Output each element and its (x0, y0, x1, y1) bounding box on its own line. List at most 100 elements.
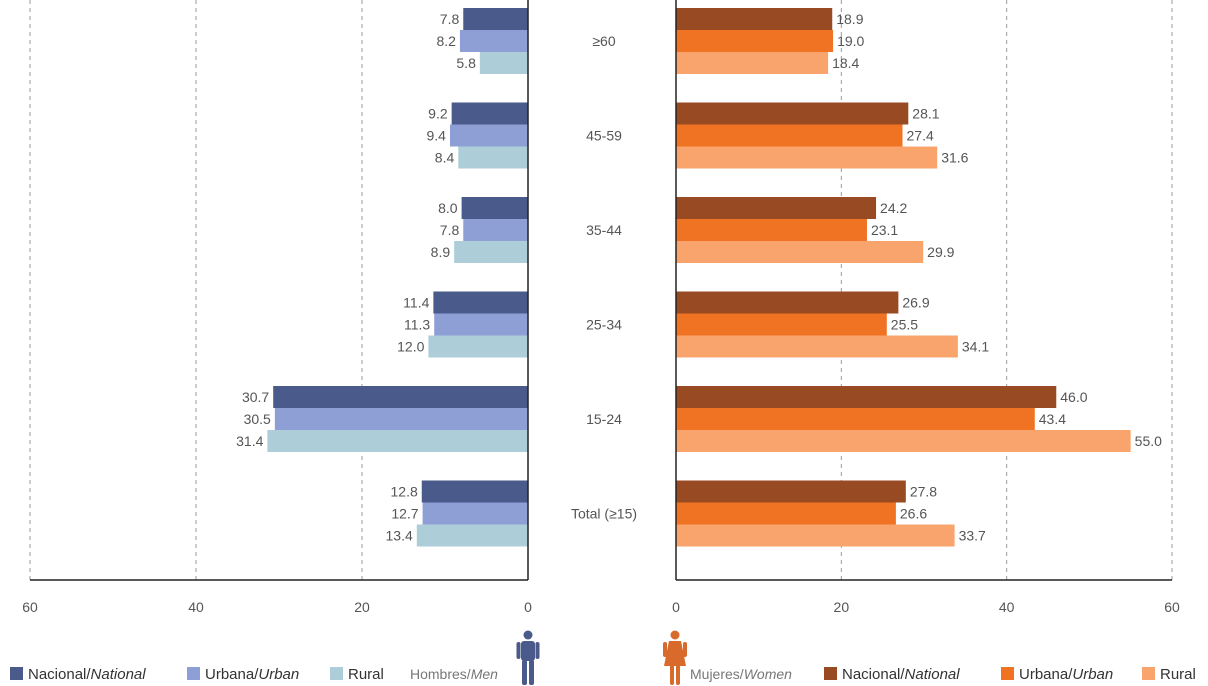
bar (676, 525, 955, 547)
bar (267, 430, 528, 452)
bar (417, 525, 528, 547)
data-label: 18.4 (832, 55, 859, 71)
data-label: 24.2 (880, 200, 907, 216)
man-icon (515, 630, 541, 686)
bar (676, 336, 958, 358)
bar (676, 52, 828, 74)
tick-label: 20 (354, 599, 370, 615)
data-label: 13.4 (386, 528, 413, 544)
bar (676, 125, 903, 147)
data-label: 55.0 (1135, 433, 1162, 449)
population-bar-chart: 7.8 9.2 8.0 11.4 30.7 12.8 8.2 9.4 7.8 11.3 30.5 12… (0, 0, 1208, 660)
bar (676, 292, 898, 314)
bar (676, 147, 937, 169)
data-label: 43.4 (1039, 411, 1066, 427)
tick-label: 40 (999, 599, 1015, 615)
data-label: 5.8 (456, 55, 476, 71)
bar (676, 503, 896, 525)
bar (275, 408, 528, 430)
data-label: 8.9 (431, 244, 451, 260)
bar (458, 147, 528, 169)
data-label: 11.4 (403, 295, 429, 311)
legend-label: Nacional/ (28, 666, 91, 683)
bar (676, 30, 833, 52)
legend-label-italic: National (905, 666, 960, 683)
women-label: Mujeres/Women (690, 666, 792, 682)
bar (452, 103, 528, 125)
data-label: 18.9 (836, 11, 863, 27)
legend-label: Rural (1160, 666, 1196, 683)
bar (450, 125, 528, 147)
men-label-italic: Men (471, 666, 498, 682)
legend: Nacional/National Urbana/Urban Rural Nac… (0, 664, 1208, 686)
women-label-text: Mujeres/ (690, 666, 744, 682)
legend-label-italic: National (91, 666, 146, 683)
women-label-italic: Women (744, 666, 792, 682)
data-label: 31.4 (236, 433, 263, 449)
tick-label: 40 (188, 599, 204, 615)
data-label: 30.7 (242, 389, 269, 405)
bar (480, 52, 528, 74)
category-label: 35-44 (586, 222, 622, 238)
bar (676, 386, 1056, 408)
bar (676, 103, 908, 125)
bar (273, 386, 528, 408)
data-label: 31.6 (941, 150, 968, 166)
data-label: 9.2 (428, 106, 448, 122)
category-label: ≥60 (592, 33, 615, 49)
bar (454, 241, 528, 263)
bar (676, 8, 832, 30)
bar (676, 241, 923, 263)
data-label: 34.1 (962, 339, 989, 355)
legend-swatch (1142, 667, 1155, 680)
data-label: 30.5 (244, 411, 271, 427)
legend-swatch (187, 667, 200, 680)
bar (460, 30, 528, 52)
tick-label: 20 (834, 599, 850, 615)
data-label: 27.8 (910, 484, 937, 500)
data-label: 26.6 (900, 506, 927, 522)
data-label: 33.7 (959, 528, 986, 544)
data-label: 9.4 (427, 128, 447, 144)
legend-swatch (824, 667, 837, 680)
legend-women-rural: Rural (1142, 666, 1196, 683)
bar (676, 314, 887, 336)
legend-swatch (1001, 667, 1014, 680)
data-label: 28.1 (912, 106, 939, 122)
bar (462, 197, 528, 219)
bar (676, 408, 1035, 430)
data-label: 12.8 (391, 484, 418, 500)
category-label: 15-24 (586, 411, 622, 427)
category-label: 25-34 (586, 317, 622, 333)
legend-women-national: Nacional/National (824, 666, 960, 683)
data-label: 7.8 (440, 11, 460, 27)
data-label: 26.9 (902, 295, 929, 311)
data-label: 8.4 (435, 150, 455, 166)
legend-label: Nacional/ (842, 666, 905, 683)
legend-men-rural: Rural (330, 666, 384, 683)
data-label: 7.8 (440, 222, 460, 238)
legend-label-italic: Urban (1072, 666, 1113, 683)
bar (463, 219, 528, 241)
legend-swatch (330, 667, 343, 680)
bar (676, 219, 867, 241)
data-label: 27.4 (907, 128, 934, 144)
bar (433, 292, 528, 314)
men-label: Hombres/Men (410, 666, 498, 682)
bar (463, 8, 528, 30)
woman-icon (662, 630, 688, 686)
data-label: 8.2 (436, 33, 456, 49)
men-label-text: Hombres/ (410, 666, 471, 682)
data-label: 25.5 (891, 317, 918, 333)
bar (423, 503, 528, 525)
category-label: Total (≥15) (571, 506, 637, 522)
bar (676, 481, 906, 503)
tick-label: 60 (22, 599, 38, 615)
bar (676, 430, 1131, 452)
legend-label: Rural (348, 666, 384, 683)
data-label: 12.7 (391, 506, 418, 522)
data-label: 11.3 (404, 317, 430, 333)
legend-swatch (10, 667, 23, 680)
tick-label: 60 (1164, 599, 1180, 615)
bar (422, 481, 528, 503)
